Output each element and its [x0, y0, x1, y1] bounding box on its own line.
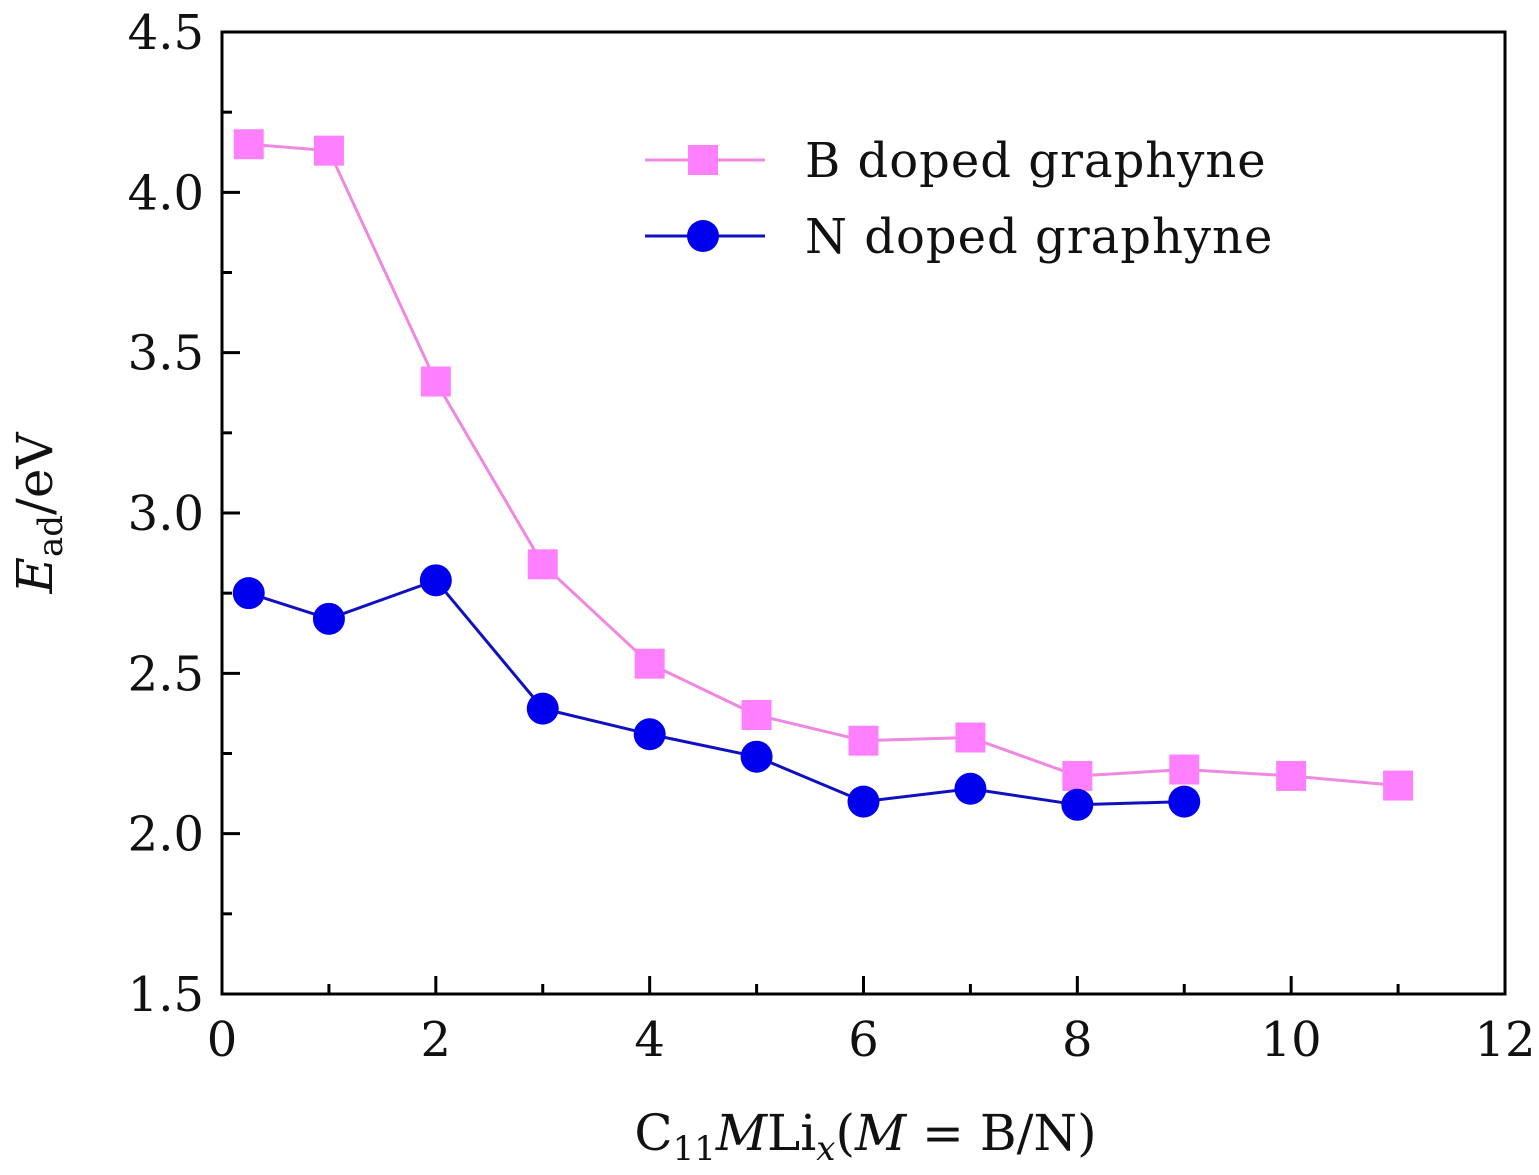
data-point-square [955, 722, 986, 753]
x-tick-label: 12 [1474, 1012, 1535, 1068]
data-point-circle [1168, 785, 1201, 818]
series-line [248, 578, 1185, 807]
data-point-circle [740, 740, 773, 773]
x-tick-label: 8 [1062, 1012, 1093, 1068]
y-tick-label: 2.5 [128, 646, 204, 702]
series-n-doped [232, 564, 1201, 821]
data-point-square [233, 129, 264, 160]
data-point-square [527, 549, 558, 580]
series-b-doped [233, 129, 1414, 801]
data-point-square [741, 700, 772, 731]
data-point-circle [954, 772, 987, 805]
y-tick-label: 4.0 [128, 165, 204, 221]
plot-frame [220, 30, 1507, 996]
data-point-circle [232, 577, 265, 610]
y-tick-label: 3.0 [128, 486, 204, 542]
data-point-square [848, 725, 879, 756]
data-point-square [1062, 760, 1093, 791]
data-point-square [634, 648, 665, 679]
legend-item: N doped graphyne [645, 209, 1273, 265]
data-point-circle [312, 602, 345, 635]
data-point-circle [526, 692, 559, 725]
x-tick-label: 10 [1261, 1012, 1322, 1068]
data-point-square [1276, 760, 1307, 791]
legend-label: B doped graphyne [805, 133, 1267, 189]
series-line [248, 142, 1399, 788]
x-tick-label: 2 [421, 1012, 452, 1068]
y-tick-label: 1.5 [128, 967, 204, 1023]
data-point-square [1169, 754, 1200, 785]
x-axis-title: C11MLix(M = B/N) [634, 1104, 1096, 1169]
data-point-circle [847, 785, 880, 818]
data-point-circle [419, 564, 452, 597]
data-point-square [1383, 770, 1414, 801]
x-tick-label: 0 [207, 1012, 238, 1068]
legend-label: N doped graphyne [805, 209, 1273, 265]
data-point-circle [1061, 788, 1094, 821]
y-tick-label: 3.5 [128, 326, 204, 382]
legend-marker [687, 220, 719, 252]
data-point-square [420, 366, 451, 397]
legend: B doped graphyne N doped graphyne [645, 133, 1273, 265]
tick-labels: 0 2 4 6 8 10 12 1.5 2.0 2.5 3.0 3.5 4.0 4.5 [128, 5, 1536, 1068]
legend-item: B doped graphyne [645, 133, 1267, 189]
y-axis-title: Ead/eV [6, 432, 71, 595]
series-layer [232, 129, 1414, 821]
data-point-circle [633, 718, 666, 751]
y-tick-label: 2.0 [128, 807, 204, 863]
legend-marker [688, 145, 718, 175]
x-tick-label: 4 [634, 1012, 665, 1068]
data-point-square [313, 135, 344, 166]
x-tick-label: 6 [848, 1012, 879, 1068]
y-tick-label: 4.5 [128, 5, 204, 61]
